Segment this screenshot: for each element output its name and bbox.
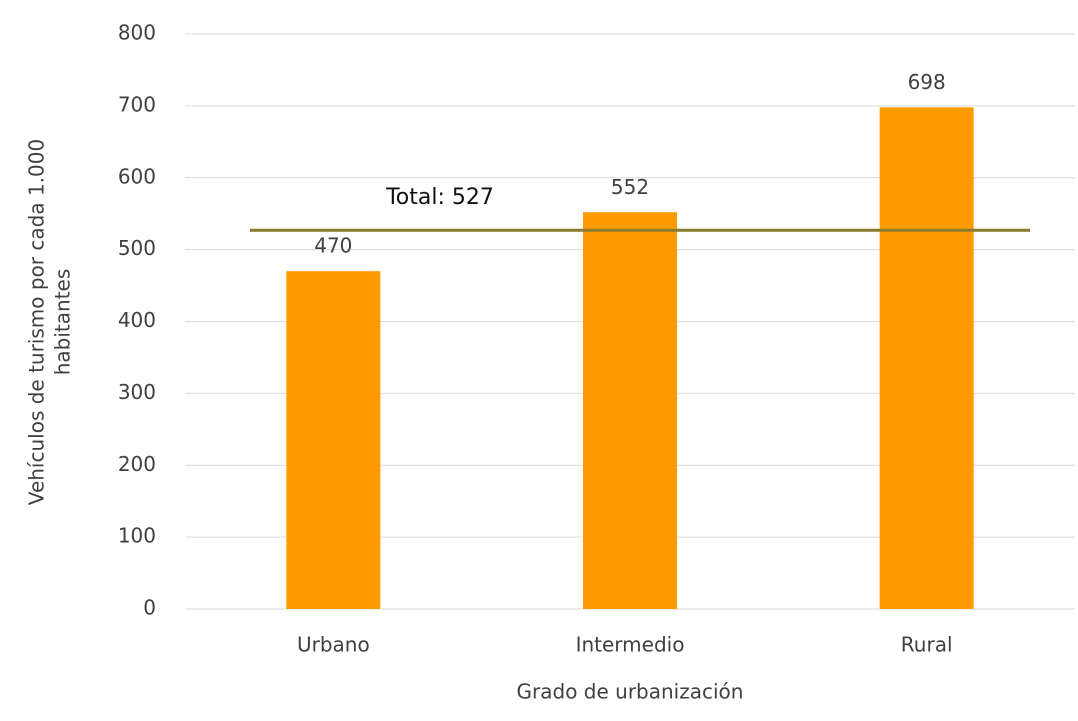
y-tick-label: 0	[143, 596, 156, 620]
y-tick-label: 500	[118, 236, 156, 260]
data-label: 698	[908, 70, 946, 94]
y-tick-label: 400	[118, 308, 156, 332]
x-tick-label: Intermedio	[576, 633, 685, 657]
bar	[879, 107, 974, 609]
x-tick-label: Rural	[901, 633, 953, 657]
y-axis-title-line: Vehículos de turismo por cada 1.000	[25, 139, 49, 505]
data-label: 552	[611, 175, 649, 199]
y-axis-title-line: habitantes	[51, 269, 75, 376]
y-tick-label: 800	[118, 21, 156, 45]
bar	[583, 212, 677, 609]
data-label: 470	[314, 234, 352, 258]
y-tick-label: 300	[118, 380, 156, 404]
y-tick-label: 100	[118, 524, 156, 548]
y-tick-label: 700	[118, 92, 156, 116]
y-axis-title: Vehículos de turismo por cada 1.000 habi…	[25, 139, 75, 505]
reference-label: Total: 527	[385, 185, 494, 210]
y-tick-label: 600	[118, 164, 156, 188]
y-tick-label: 200	[118, 452, 156, 476]
bar	[286, 271, 381, 609]
x-axis-title: Grado de urbanización	[517, 680, 744, 704]
x-tick-label: Urbano	[297, 633, 370, 657]
